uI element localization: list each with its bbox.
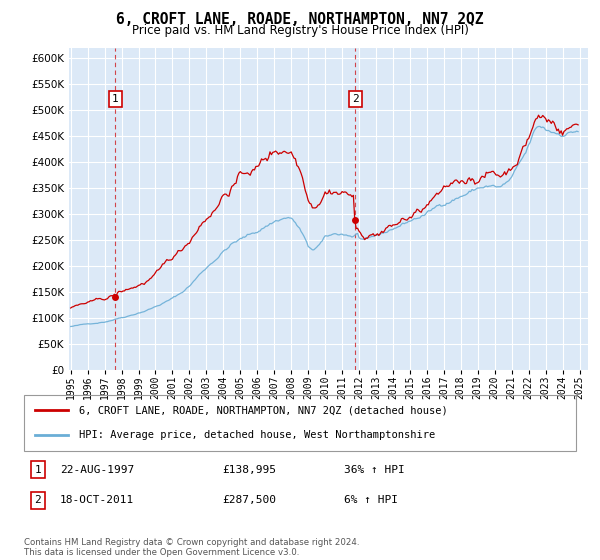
Text: 22-AUG-1997: 22-AUG-1997 [60,465,134,475]
Text: 2: 2 [34,495,41,505]
Text: 6, CROFT LANE, ROADE, NORTHAMPTON, NN7 2QZ (detached house): 6, CROFT LANE, ROADE, NORTHAMPTON, NN7 2… [79,405,448,416]
Text: £138,995: £138,995 [223,465,277,475]
Text: 1: 1 [34,465,41,475]
Text: 2: 2 [352,94,359,104]
Text: Contains HM Land Registry data © Crown copyright and database right 2024.
This d: Contains HM Land Registry data © Crown c… [24,538,359,557]
Text: 1: 1 [112,94,119,104]
Text: 6, CROFT LANE, ROADE, NORTHAMPTON, NN7 2QZ: 6, CROFT LANE, ROADE, NORTHAMPTON, NN7 2… [116,12,484,27]
Text: 6% ↑ HPI: 6% ↑ HPI [344,495,398,505]
Text: 18-OCT-2011: 18-OCT-2011 [60,495,134,505]
Text: £287,500: £287,500 [223,495,277,505]
Text: HPI: Average price, detached house, West Northamptonshire: HPI: Average price, detached house, West… [79,430,436,440]
Text: Price paid vs. HM Land Registry's House Price Index (HPI): Price paid vs. HM Land Registry's House … [131,24,469,36]
Text: 36% ↑ HPI: 36% ↑ HPI [344,465,405,475]
